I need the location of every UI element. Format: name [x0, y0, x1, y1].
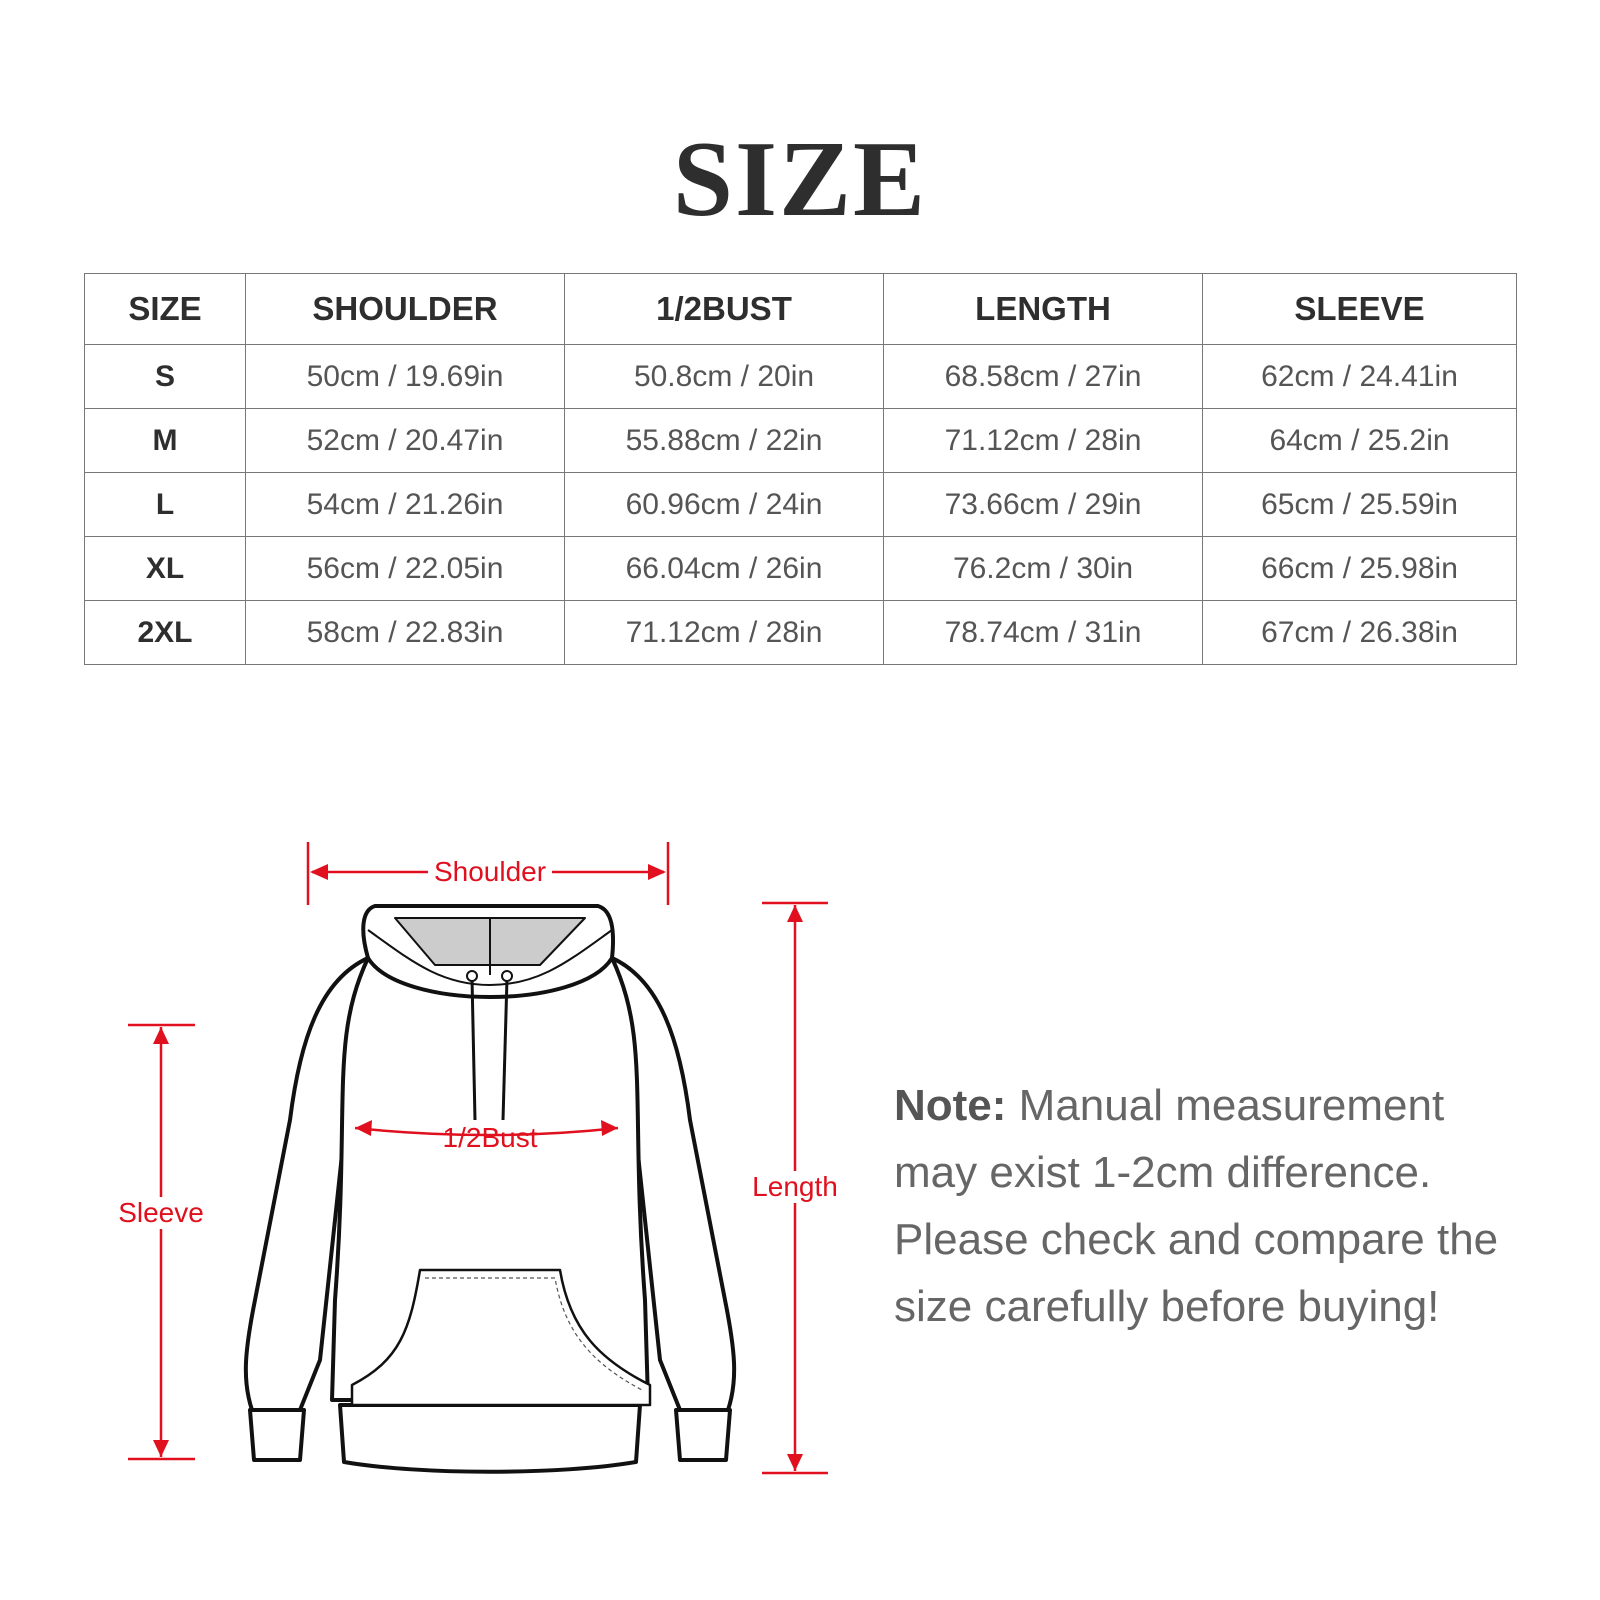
measurement-cell: 60.96cm / 24in: [564, 472, 884, 537]
measurement-cell: 76.2cm / 30in: [883, 536, 1203, 601]
shoulder-label: Shoulder: [427, 856, 553, 888]
note-text: Note: Manual measurement may exist 1-2cm…: [894, 1072, 1514, 1340]
measurement-cell: 66.04cm / 26in: [564, 536, 884, 601]
measurement-cell: 67cm / 26.38in: [1202, 600, 1517, 665]
measurement-cell: 71.12cm / 28in: [564, 600, 884, 665]
table-row: S 50cm / 19.69in 50.8cm / 20in 68.58cm / 27…: [84, 344, 1517, 409]
measurement-cell: 78.74cm / 31in: [883, 600, 1203, 665]
table-row: 2XL 58cm / 22.83in 71.12cm / 28in 78.74cm /…: [84, 600, 1517, 665]
size-cell: 2XL: [84, 600, 246, 665]
measurement-cell: 64cm / 25.2in: [1202, 408, 1517, 473]
header-sleeve: SLEEVE: [1202, 273, 1517, 345]
measurement-cell: 65cm / 25.59in: [1202, 472, 1517, 537]
size-cell: S: [84, 344, 246, 409]
measurement-cell: 66cm / 25.98in: [1202, 536, 1517, 601]
measurement-cell: 50.8cm / 20in: [564, 344, 884, 409]
measurement-cell: 52cm / 20.47in: [245, 408, 565, 473]
size-table: SIZE SHOULDER 1/2BUST LENGTH SLEEVE S 50c…: [84, 273, 1517, 665]
size-cell: L: [84, 472, 246, 537]
table-row: XL 56cm / 22.05in 66.04cm / 26in 76.2cm / 3…: [84, 536, 1517, 601]
table-row: M 52cm / 20.47in 55.88cm / 22in 71.12cm / 2…: [84, 408, 1517, 473]
bust-label: 1/2Bust: [442, 1122, 538, 1153]
hoodie-illustration: [243, 904, 737, 1474]
measurement-cell: 58cm / 22.83in: [245, 600, 565, 665]
measurement-cell: 56cm / 22.05in: [245, 536, 565, 601]
measurement-cell: 62cm / 24.41in: [1202, 344, 1517, 409]
note-label: Note:: [894, 1081, 1007, 1130]
measurement-cell: 71.12cm / 28in: [883, 408, 1203, 473]
measurement-cell: 50cm / 19.69in: [245, 344, 565, 409]
sleeve-label: Sleeve: [112, 1197, 210, 1229]
measurement-cell: 54cm / 21.26in: [245, 472, 565, 537]
table-row: L 54cm / 21.26in 60.96cm / 24in 73.66cm / 2…: [84, 472, 1517, 537]
measurement-cell: 55.88cm / 22in: [564, 408, 884, 473]
header-bust: 1/2BUST: [564, 273, 884, 345]
header-size: SIZE: [84, 273, 246, 345]
length-label: Length: [746, 1171, 844, 1203]
table-header-row: SIZE SHOULDER 1/2BUST LENGTH SLEEVE: [84, 273, 1517, 345]
note-body: Manual measurement may exist 1-2cm diffe…: [894, 1081, 1499, 1331]
header-length: LENGTH: [883, 273, 1203, 345]
page-title: SIZE: [672, 120, 928, 239]
size-cell: M: [84, 408, 246, 473]
measurement-cell: 73.66cm / 29in: [883, 472, 1203, 537]
